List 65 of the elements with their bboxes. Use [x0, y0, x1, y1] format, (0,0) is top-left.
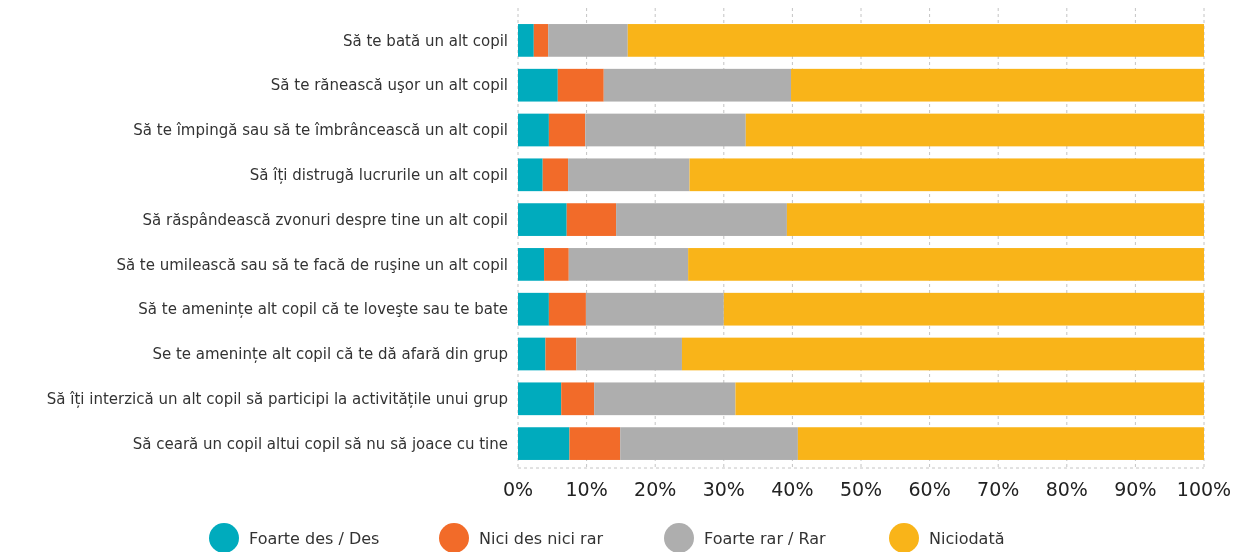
y-tick-label: Să te amenințe alt copil că te loveşte sau te bate — [138, 300, 508, 319]
bar — [689, 158, 1204, 192]
legend-label: Nici des nici rar — [479, 528, 604, 548]
bar — [786, 203, 1204, 236]
y-tick-label: Să te împingă sau să te îmbrâncească un alt copil — [133, 121, 508, 140]
bar — [681, 337, 1204, 371]
legend-label: Foarte des / Des — [249, 528, 380, 548]
x-tick-label: 30% — [702, 478, 745, 500]
x-tick-label: 10% — [565, 478, 608, 500]
bar — [603, 68, 792, 102]
x-tick-label: 0% — [502, 478, 534, 500]
bar — [585, 113, 746, 147]
y-tick-label: Se te amenințe alt copil că te dă afară din grup — [152, 345, 508, 364]
bar — [745, 113, 1204, 147]
x-tick-label: 100% — [1176, 478, 1232, 500]
bar — [791, 68, 1204, 102]
bar — [566, 203, 617, 236]
bar — [518, 292, 549, 326]
bar — [518, 158, 543, 192]
bar — [723, 292, 1204, 326]
bar — [797, 427, 1204, 460]
bar — [585, 292, 724, 326]
bar — [548, 24, 628, 57]
x-tick-label: 20% — [634, 478, 677, 500]
bar — [542, 158, 569, 192]
bar — [518, 203, 567, 236]
bar — [620, 427, 798, 460]
legend-label: Foarte rar / Rar — [704, 528, 827, 548]
bar — [568, 248, 689, 281]
bar — [533, 24, 549, 57]
bar — [518, 382, 562, 416]
bar — [518, 113, 549, 147]
x-tick-label: 50% — [839, 478, 883, 500]
x-tick-label: 80% — [1045, 478, 1088, 500]
bar — [518, 24, 534, 57]
legend-label: Niciodată — [929, 528, 1005, 548]
bar — [735, 382, 1204, 416]
bar — [561, 382, 595, 416]
y-tick-label: Să te rănească uşor un alt copil — [270, 76, 508, 95]
bar — [688, 248, 1204, 281]
bar — [544, 248, 569, 281]
bar — [576, 337, 682, 371]
y-tick-label: Să te bată un alt copil — [343, 31, 508, 50]
bar — [557, 68, 604, 102]
y-tick-label: Să ceară un copil altui copil să nu să joace cu tine — [132, 434, 508, 453]
y-tick-label: Să îți distrugă lucrurile un alt copil — [249, 166, 508, 185]
bar — [518, 337, 546, 371]
bar — [569, 427, 621, 460]
bar — [568, 158, 690, 192]
bar — [616, 203, 787, 236]
x-tick-label: 90% — [1114, 478, 1157, 500]
x-tick-label: 70% — [977, 478, 1020, 500]
x-tick-label: 60% — [908, 478, 951, 500]
bar — [548, 113, 586, 147]
bar — [518, 248, 545, 281]
bar — [548, 292, 586, 326]
y-tick-label: Să îți interzică un alt copil să participi la activitățile unui grup — [46, 390, 508, 409]
bar — [518, 427, 570, 460]
bar — [594, 382, 736, 416]
bar — [627, 24, 1204, 57]
y-tick-label: Să răspândească zvonuri despre tine un alt copil — [142, 210, 508, 229]
y-tick-label: Să te umilească sau să te facă de ruşine un alt copil — [116, 255, 508, 274]
bar — [545, 337, 577, 371]
x-tick-label: 40% — [771, 478, 814, 500]
bar — [518, 68, 558, 102]
